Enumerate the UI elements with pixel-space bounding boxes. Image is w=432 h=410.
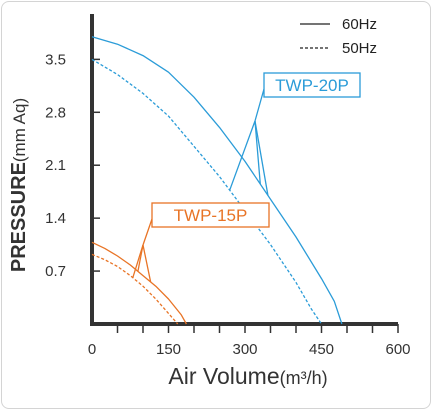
y-axis-unit: (mm Aq) <box>10 98 29 162</box>
legend: 60Hz 50Hz <box>300 16 377 57</box>
x-axis-title: Air Volume(m³/h) <box>168 363 327 389</box>
y-tick-label: 0.7 <box>45 263 66 280</box>
y-axis-title: PRESSURE(mm Aq) <box>8 98 30 272</box>
y-axis-title-text: PRESSURE <box>8 162 30 272</box>
twp-15p-callout-box <box>151 202 270 228</box>
annotations: TWP-20P TWP-15P <box>132 72 361 283</box>
x-axis-unit: (m³/h) <box>280 368 328 388</box>
axes: 0 150 300 450 600 0.7 1.4 2.1 2.8 3.5 <box>45 14 411 358</box>
y-tick-label: 1.4 <box>45 210 66 227</box>
y-tick-label: 2.8 <box>45 104 66 121</box>
twp-15p-leader-line <box>132 244 144 278</box>
legend-label: 60Hz <box>342 16 377 33</box>
x-tick-label: 0 <box>88 341 96 358</box>
twp-20p-leader-line <box>229 120 256 191</box>
twp-15p-callout-label: TWP-15P <box>174 206 248 225</box>
x-tick-label: 150 <box>156 341 181 358</box>
x-axis-title-text: Air Volume <box>168 363 279 389</box>
twp-20p-60hz-curve <box>91 36 343 325</box>
twp-20p-50hz-curve <box>91 58 323 325</box>
twp-20p-leader-line <box>254 120 261 185</box>
twp-15p-leader-line <box>142 244 152 283</box>
x-tick-label: 600 <box>385 341 410 358</box>
x-tick-label: 300 <box>232 341 257 358</box>
curves <box>91 36 343 325</box>
twp-15p-leader-line <box>142 218 153 246</box>
twp-20p-leader-line <box>254 120 269 196</box>
x-tick-label: 450 <box>309 341 334 358</box>
twp-15p-50hz-curve <box>91 253 179 325</box>
twp-20p-callout-label: TWP-20P <box>275 76 349 95</box>
y-tick-label: 2.1 <box>45 157 66 174</box>
legend-label: 50Hz <box>342 40 377 57</box>
twp-20p-callout-box <box>263 72 361 98</box>
y-tick-label: 3.5 <box>45 51 66 68</box>
twp-20p-leader-line <box>254 88 265 122</box>
twp-15p-60hz-curve <box>91 241 187 325</box>
